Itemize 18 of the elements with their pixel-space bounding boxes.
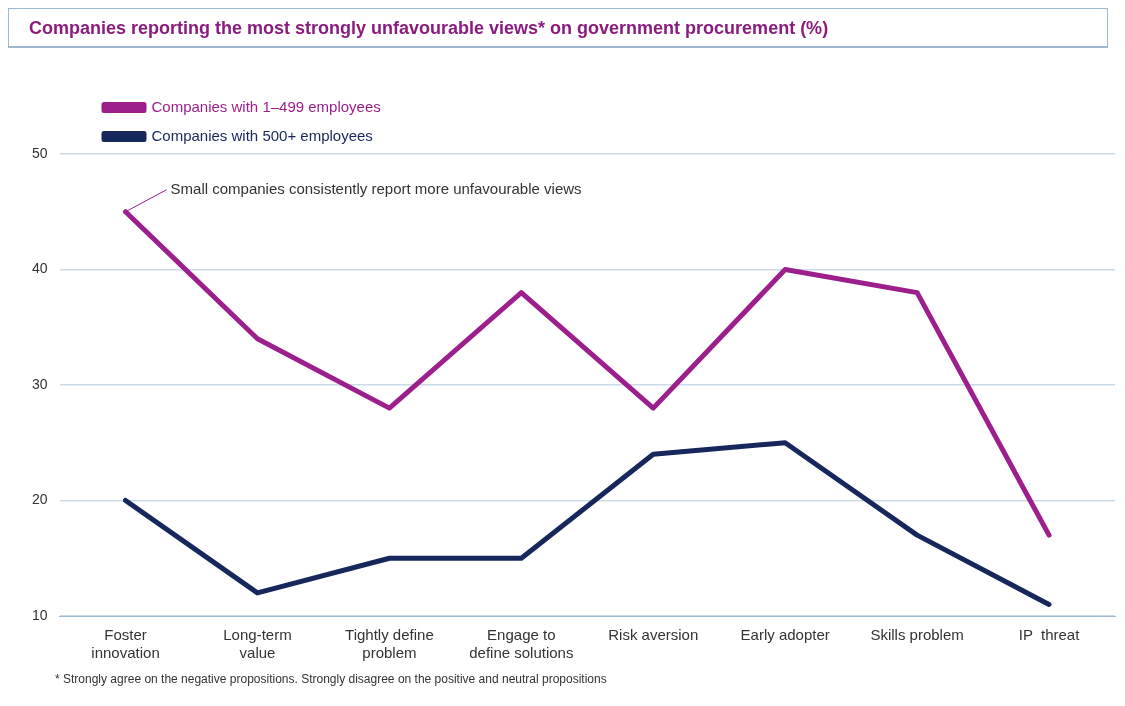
legend-label: Companies with 1–499 employees — [151, 97, 381, 115]
x-tick-label: Tightly define problem — [345, 626, 434, 662]
y-tick-label: 20 — [31, 491, 48, 508]
y-tick-label: 40 — [31, 260, 48, 277]
chart-title: Companies reporting the most strongly unfavourable views* on government procurement (%) — [8, 8, 1108, 48]
text: * Strongly agree on the negative propositions. Strongly disagree on the positive and neutral propositions — [55, 672, 607, 686]
x-tick-label: Long-term value — [223, 626, 292, 662]
x-tick-label: Risk aversion — [608, 626, 699, 644]
x-tick-label: IP threat — [1018, 626, 1081, 644]
legend-label: Companies with 500+ employees — [151, 126, 373, 144]
y-tick-label: 50 — [31, 144, 48, 161]
y-tick-label: 10 — [31, 606, 48, 623]
annotation: Small companies consistently report more unfavourable views — [170, 179, 582, 197]
x-tick-label: Foster innovation — [91, 626, 160, 662]
x-tick-label: Early adopter — [740, 626, 830, 644]
y-tick-label: 30 — [31, 375, 48, 392]
x-tick-label: Skills problem — [870, 626, 964, 644]
x-tick-label: Engage to define solutions — [469, 626, 574, 662]
